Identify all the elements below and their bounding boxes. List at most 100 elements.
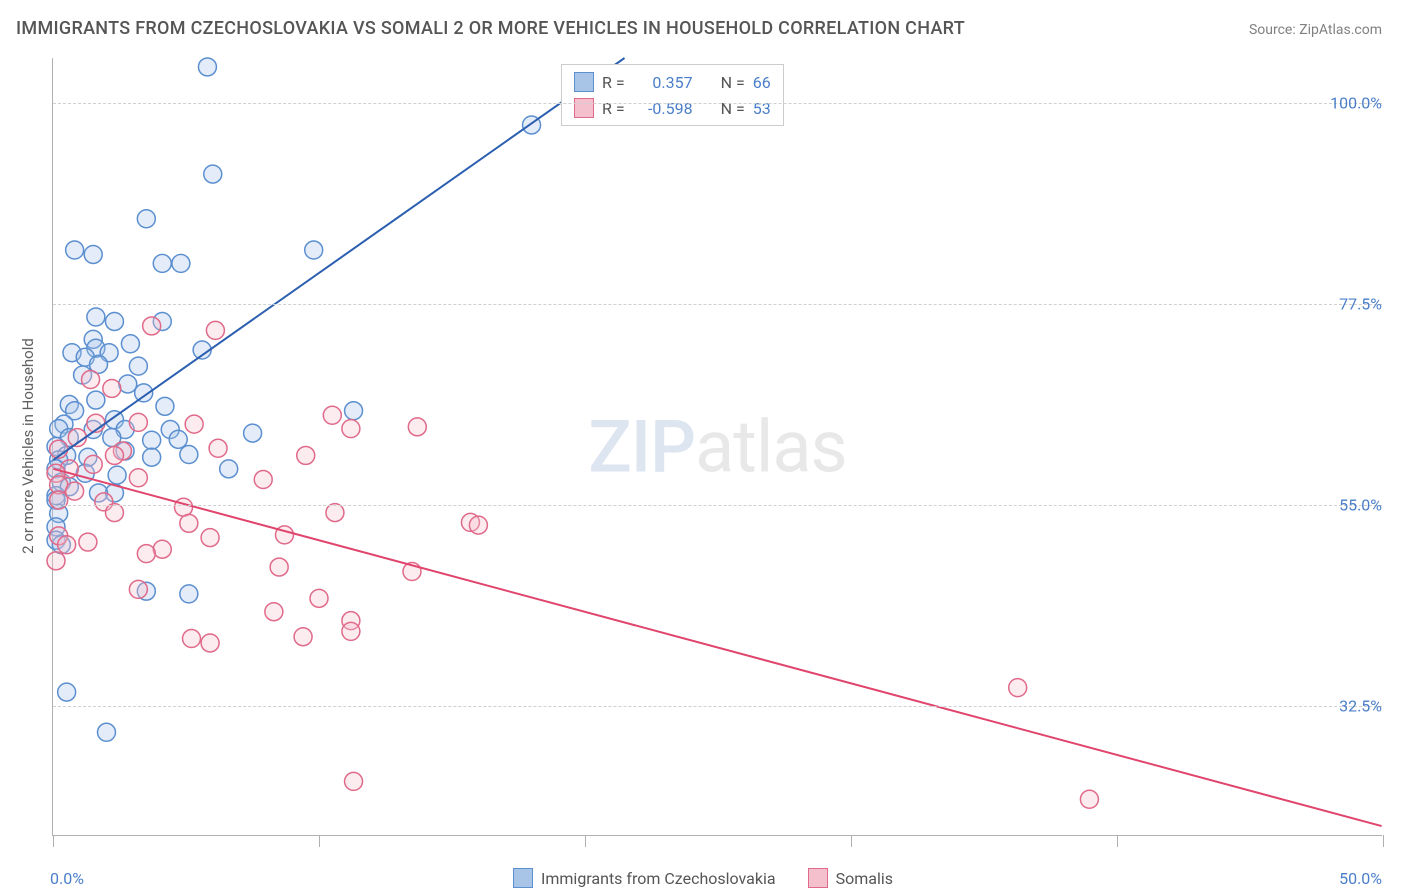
scatter-point	[323, 406, 341, 424]
scatter-point	[137, 210, 155, 228]
scatter-point	[175, 498, 193, 516]
scatter-point	[105, 446, 123, 464]
x-tick	[585, 835, 586, 847]
scatter-point	[105, 312, 123, 330]
x-tick-label-max: 50.0%	[1339, 869, 1382, 888]
scatter-point	[408, 418, 426, 436]
scatter-point	[50, 491, 68, 509]
bottom-legend-label-2: Somalis	[836, 869, 893, 888]
grid-line	[53, 505, 1382, 506]
scatter-point	[265, 603, 283, 621]
scatter-point	[294, 628, 312, 646]
scatter-point	[129, 469, 147, 487]
trend-line	[53, 58, 624, 460]
scatter-point	[244, 424, 262, 442]
scatter-point	[84, 245, 102, 263]
scatter-point	[97, 723, 115, 741]
scatter-point	[172, 254, 190, 272]
legend-swatch-2	[574, 98, 594, 118]
y-tick-label: 100.0%	[1330, 93, 1382, 112]
scatter-point	[87, 391, 105, 409]
scatter-point	[58, 683, 76, 701]
y-tick-label: 55.0%	[1339, 496, 1382, 515]
scatter-point	[270, 558, 288, 576]
scatter-point	[180, 585, 198, 603]
scatter-point	[103, 379, 121, 397]
scatter-point	[87, 308, 105, 326]
scatter-point	[209, 439, 227, 457]
scatter-point	[66, 482, 84, 500]
scatter-point	[469, 516, 487, 534]
scatter-point	[129, 413, 147, 431]
scatter-point	[1009, 679, 1027, 697]
x-tick	[1383, 835, 1384, 847]
grid-line	[53, 706, 1382, 707]
plot-area: ZIPatlas R = 0.357 N = 66 R = -0.598 N =…	[52, 58, 1382, 836]
scatter-point	[204, 165, 222, 183]
scatter-point	[169, 430, 187, 448]
chart-container: IMMIGRANTS FROM CZECHOSLOVAKIA VS SOMALI…	[0, 0, 1406, 892]
scatter-point	[153, 254, 171, 272]
scatter-point	[345, 402, 363, 420]
n-label-1: N =	[721, 73, 745, 92]
grid-line	[53, 103, 1382, 104]
n-label-2: N =	[721, 99, 745, 118]
x-tick	[1117, 835, 1118, 847]
bottom-legend-item-1: Immigrants from Czechoslovakia	[513, 868, 776, 888]
y-tick-label: 77.5%	[1339, 294, 1382, 313]
n-value-1: 66	[753, 73, 771, 92]
scatter-point	[326, 504, 344, 522]
scatter-point	[310, 589, 328, 607]
scatter-point	[198, 58, 216, 76]
x-tick	[53, 835, 54, 847]
scatter-point	[183, 630, 201, 648]
scatter-point	[119, 375, 137, 393]
bottom-legend-label-1: Immigrants from Czechoslovakia	[541, 869, 776, 888]
scatter-point	[129, 580, 147, 598]
scatter-point	[105, 504, 123, 522]
scatter-point	[143, 317, 161, 335]
legend-row-2: R = -0.598 N = 53	[574, 95, 771, 121]
bottom-swatch-1	[513, 868, 533, 888]
n-value-2: 53	[753, 99, 771, 118]
scatter-point	[79, 533, 97, 551]
scatter-point	[297, 446, 315, 464]
scatter-point	[220, 460, 238, 478]
bottom-legend: Immigrants from Czechoslovakia Somalis	[513, 868, 893, 888]
scatter-point	[345, 772, 363, 790]
scatter-point	[201, 634, 219, 652]
chart-title: IMMIGRANTS FROM CZECHOSLOVAKIA VS SOMALI…	[16, 18, 965, 39]
grid-line	[53, 304, 1382, 305]
x-tick	[851, 835, 852, 847]
y-axis-label: 2 or more Vehicles in Household	[19, 338, 37, 554]
legend-row-1: R = 0.357 N = 66	[574, 69, 771, 95]
r-value-2: -0.598	[633, 99, 693, 118]
scatter-point	[108, 466, 126, 484]
correlation-legend: R = 0.357 N = 66 R = -0.598 N = 53	[561, 64, 784, 126]
r-label-1: R =	[602, 73, 625, 92]
scatter-point	[156, 397, 174, 415]
scatter-point	[206, 321, 224, 339]
scatter-point	[47, 552, 65, 570]
scatter-point	[143, 448, 161, 466]
r-label-2: R =	[602, 99, 625, 118]
scatter-point	[82, 371, 100, 389]
scatter-point	[143, 431, 161, 449]
y-tick-label: 32.5%	[1339, 697, 1382, 716]
scatter-point	[153, 540, 171, 558]
scatter-point	[1080, 790, 1098, 808]
x-tick	[319, 835, 320, 847]
scatter-point	[342, 622, 360, 640]
scatter-point	[66, 241, 84, 259]
scatter-point	[129, 357, 147, 375]
scatter-point	[254, 471, 272, 489]
x-tick-label-min: 0.0%	[50, 869, 84, 888]
bottom-swatch-2	[808, 868, 828, 888]
legend-swatch-1	[574, 72, 594, 92]
scatter-point	[121, 335, 139, 353]
trend-line	[53, 469, 1381, 826]
scatter-point	[185, 415, 203, 433]
plot-svg	[53, 58, 1382, 835]
r-value-1: 0.357	[633, 73, 693, 92]
scatter-point	[84, 455, 102, 473]
